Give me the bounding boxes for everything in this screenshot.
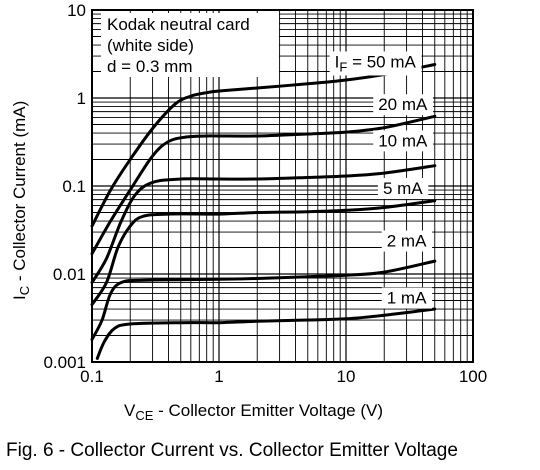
series-labels: IF = 50 mA 20 mA 10 mA 5 mA 2 mA 1 mA: [329, 51, 434, 309]
annotation: Kodak neutral card (white side) d = 0.3 …: [101, 13, 279, 77]
series-label-6: 1 mA: [387, 289, 427, 308]
series-label-bg: [329, 51, 422, 76]
tick-labels: 0.1 1 10 100 0.001 0.01 0.1 1 10: [43, 1, 487, 386]
x-tick-label: 0.1: [80, 367, 104, 386]
x-tick-label: 1: [214, 367, 223, 386]
annotation-line-2: (white side): [107, 36, 194, 55]
annotation-line-1: Kodak neutral card: [107, 15, 250, 34]
x-axis-label-main: V: [124, 401, 136, 420]
series-label-bg: [381, 230, 433, 252]
series-curve-3: [90, 164, 437, 284]
series-label-4: 5 mA: [383, 179, 423, 198]
series-label-bg: [373, 130, 434, 152]
y-axis-label-sub: C: [17, 286, 32, 295]
annotation-line-3: d = 0.3 mm: [107, 57, 193, 76]
series-curve-2: [90, 114, 437, 256]
y-tick-label: 10: [67, 1, 86, 20]
y-tick-label: 1: [77, 89, 86, 108]
series-curve-4: [90, 199, 437, 306]
series-label-bg: [381, 287, 433, 309]
figure-caption: Fig. 6 - Collector Current vs. Collector…: [6, 440, 458, 461]
x-axis-label: VCE - Collector Emitter Voltage (V): [124, 401, 383, 423]
x-axis-label-sub: CE: [135, 408, 153, 423]
plot-frame: [91, 9, 474, 363]
series-curves: [90, 63, 437, 360]
series-label-2: 20 mA: [378, 95, 428, 114]
series-label-bg: [373, 94, 434, 116]
series-curve-6: [95, 307, 437, 360]
series-label-bg: [377, 177, 429, 199]
y-tick-label: 0.01: [53, 265, 86, 284]
y-axis-label: IC - Collector Current (mA): [10, 101, 32, 300]
series-curve-5: [90, 259, 437, 341]
y-axis-label-rest: - Collector Current (mA): [10, 101, 29, 286]
series-label-1: IF = 50 mA: [335, 52, 417, 74]
series-label-3: 10 mA: [378, 131, 428, 150]
y-tick-label: 0.1: [62, 177, 86, 196]
x-axis-label-rest: - Collector Emitter Voltage (V): [153, 401, 383, 420]
y-axis-label-main: I: [10, 295, 29, 300]
series-label-5: 2 mA: [387, 232, 427, 251]
x-tick-label: 100: [459, 367, 487, 386]
chart: 0.1 1 10 100 0.001 0.01 0.1 1 10 IF = 50 mA 20 mA…: [10, 1, 487, 423]
x-tick-label: 10: [337, 367, 356, 386]
series-curve-1: [90, 63, 437, 228]
y-tick-label: 0.001: [43, 353, 86, 372]
